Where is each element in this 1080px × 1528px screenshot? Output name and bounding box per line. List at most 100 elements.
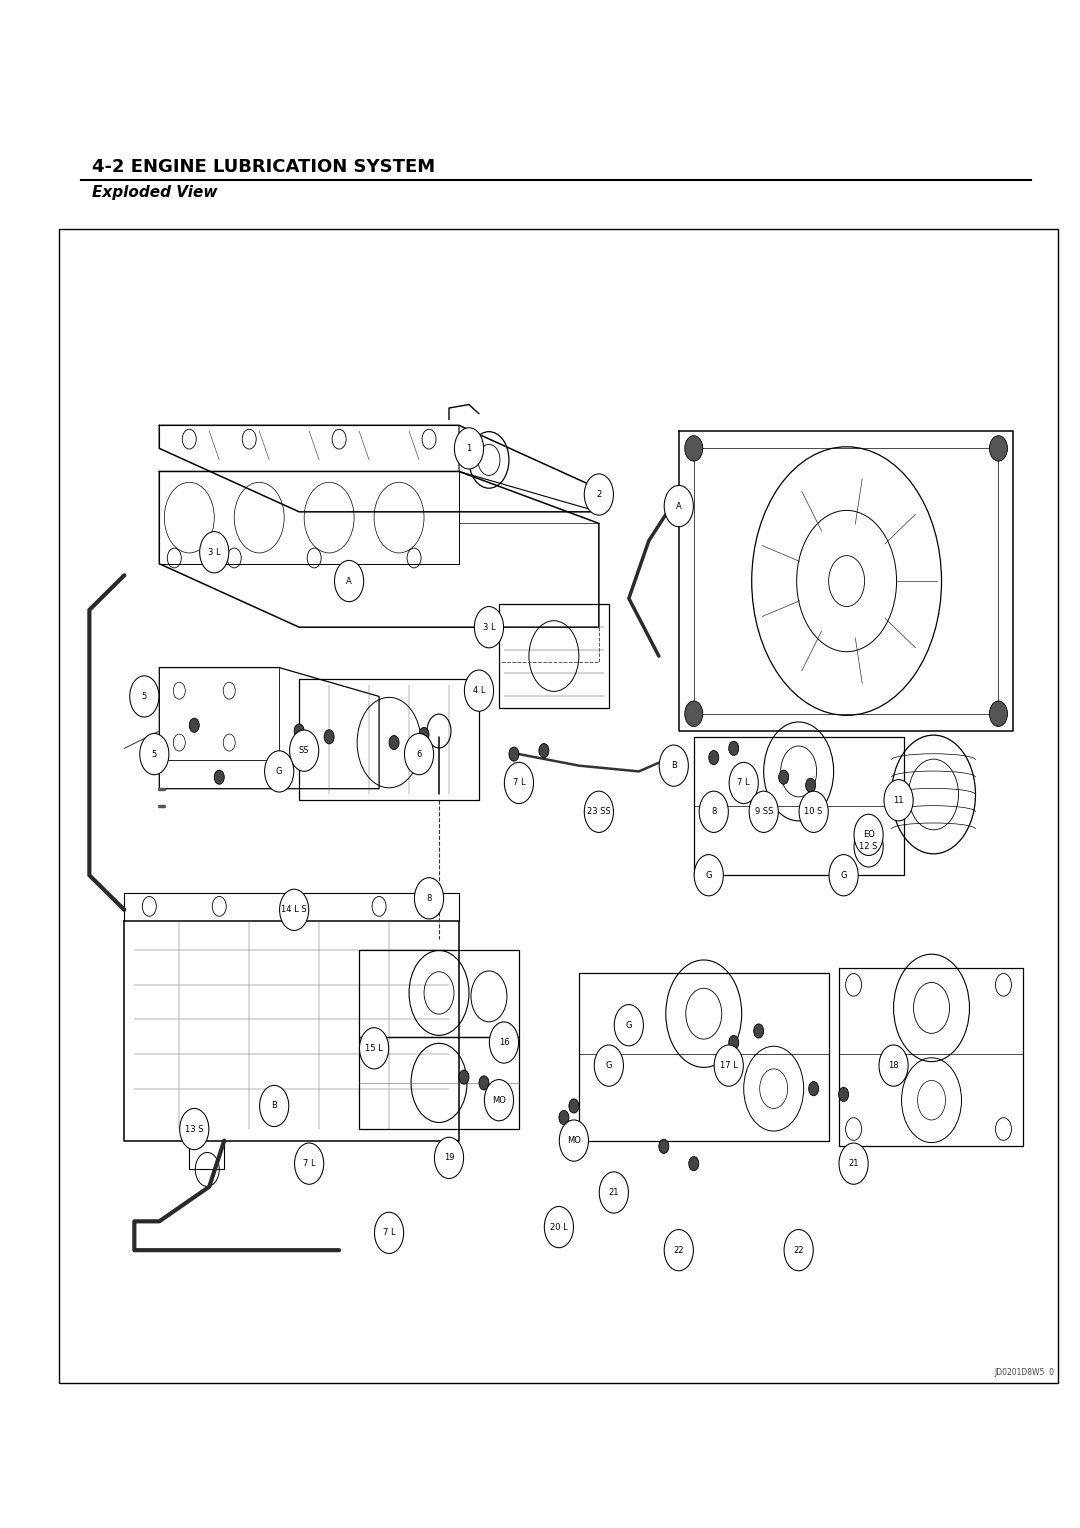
Circle shape — [544, 1207, 573, 1248]
Text: MO: MO — [492, 1096, 505, 1105]
Text: JD0201D8W5  0: JD0201D8W5 0 — [994, 1368, 1054, 1377]
Text: 9 SS: 9 SS — [755, 807, 773, 816]
Circle shape — [664, 486, 693, 527]
Circle shape — [295, 1143, 324, 1184]
Text: 14 L S: 14 L S — [282, 906, 307, 914]
Circle shape — [200, 532, 229, 573]
Circle shape — [280, 889, 309, 931]
Circle shape — [289, 730, 319, 772]
Text: 18: 18 — [888, 1060, 899, 1070]
Circle shape — [806, 778, 815, 793]
FancyBboxPatch shape — [59, 229, 1058, 1383]
Text: 8: 8 — [711, 807, 716, 816]
Circle shape — [455, 428, 484, 469]
Text: G: G — [705, 871, 712, 880]
Circle shape — [294, 724, 305, 738]
Circle shape — [854, 814, 883, 856]
Circle shape — [504, 762, 534, 804]
Circle shape — [539, 744, 549, 758]
Text: 4 L: 4 L — [473, 686, 485, 695]
Circle shape — [879, 1045, 908, 1086]
Circle shape — [480, 1076, 489, 1089]
Circle shape — [989, 701, 1008, 726]
Text: SS: SS — [299, 746, 309, 755]
Circle shape — [464, 669, 494, 712]
Circle shape — [130, 675, 159, 717]
Circle shape — [415, 877, 444, 918]
Circle shape — [139, 733, 168, 775]
Circle shape — [214, 770, 225, 784]
Text: 22: 22 — [674, 1245, 684, 1254]
Text: G: G — [275, 767, 283, 776]
Text: 21: 21 — [609, 1187, 619, 1196]
Circle shape — [419, 727, 429, 741]
Text: 15 L: 15 L — [365, 1044, 383, 1053]
Text: 7 L: 7 L — [302, 1160, 315, 1167]
Circle shape — [989, 435, 1008, 461]
Text: 5: 5 — [141, 692, 147, 701]
Text: Exploded View: Exploded View — [92, 185, 217, 200]
Circle shape — [149, 740, 160, 753]
Circle shape — [784, 1230, 813, 1271]
Text: 1: 1 — [467, 445, 472, 452]
Circle shape — [779, 770, 788, 784]
Text: 20 L: 20 L — [550, 1222, 568, 1232]
Text: G: G — [840, 871, 847, 880]
Text: A: A — [347, 576, 352, 585]
Circle shape — [599, 1172, 629, 1213]
Text: 4-2 ENGINE LUBRICATION SYSTEM: 4-2 ENGINE LUBRICATION SYSTEM — [92, 157, 435, 176]
Text: 5: 5 — [151, 750, 157, 758]
Circle shape — [689, 1157, 699, 1170]
Text: 22: 22 — [794, 1245, 804, 1254]
Text: 2: 2 — [596, 490, 602, 500]
Circle shape — [179, 1108, 208, 1149]
Text: 11: 11 — [893, 796, 904, 805]
Circle shape — [809, 1082, 819, 1096]
Circle shape — [569, 1099, 579, 1112]
Circle shape — [754, 1024, 764, 1038]
Circle shape — [259, 1085, 288, 1126]
Circle shape — [694, 854, 724, 895]
Text: MO: MO — [567, 1137, 581, 1144]
Circle shape — [685, 701, 703, 726]
Text: G: G — [625, 1021, 632, 1030]
Text: A: A — [676, 501, 681, 510]
Text: 17 L: 17 L — [719, 1060, 738, 1070]
Circle shape — [360, 1028, 389, 1070]
Text: G: G — [606, 1060, 612, 1070]
Text: 7 L: 7 L — [513, 778, 525, 787]
Circle shape — [729, 741, 739, 755]
Circle shape — [685, 435, 703, 461]
Circle shape — [375, 1212, 404, 1253]
Circle shape — [485, 1080, 514, 1122]
Text: 13 S: 13 S — [185, 1125, 203, 1134]
Circle shape — [615, 1004, 644, 1045]
Circle shape — [389, 735, 400, 750]
Circle shape — [883, 779, 914, 821]
Circle shape — [189, 718, 200, 732]
Circle shape — [584, 474, 613, 515]
Text: 10 S: 10 S — [805, 807, 823, 816]
Text: 7 L: 7 L — [382, 1229, 395, 1238]
Circle shape — [594, 1045, 623, 1086]
Circle shape — [799, 792, 828, 833]
Circle shape — [405, 733, 434, 775]
Circle shape — [729, 1036, 739, 1050]
Circle shape — [839, 1143, 868, 1184]
Circle shape — [659, 746, 688, 787]
Circle shape — [714, 1045, 743, 1086]
Text: 21: 21 — [849, 1160, 859, 1167]
Text: 3 L: 3 L — [483, 623, 496, 631]
Text: B: B — [671, 761, 677, 770]
Text: 6: 6 — [417, 750, 421, 758]
Circle shape — [474, 607, 503, 648]
Circle shape — [489, 1022, 518, 1063]
Text: 19: 19 — [444, 1154, 455, 1163]
Circle shape — [838, 1088, 849, 1102]
Circle shape — [509, 747, 519, 761]
Text: B: B — [271, 1102, 278, 1111]
Text: 8: 8 — [427, 894, 432, 903]
Circle shape — [659, 1140, 669, 1154]
Text: 7 L: 7 L — [738, 778, 750, 787]
Text: 23 SS: 23 SS — [588, 807, 610, 816]
